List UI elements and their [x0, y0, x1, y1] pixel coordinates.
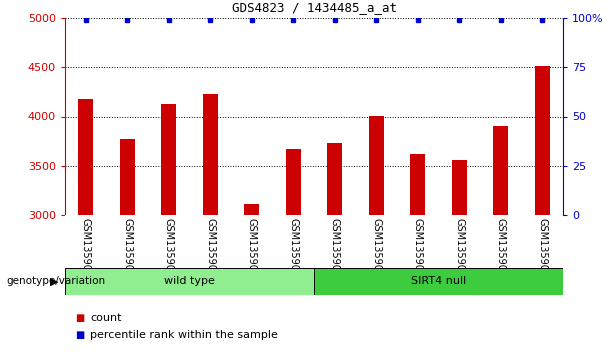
Text: GSM1359084: GSM1359084	[205, 218, 215, 283]
Text: percentile rank within the sample: percentile rank within the sample	[90, 330, 278, 340]
Text: GSM1359092: GSM1359092	[537, 218, 547, 283]
Bar	[327, 143, 342, 215]
Text: GSM1359089: GSM1359089	[413, 218, 423, 283]
Text: GSM1359088: GSM1359088	[371, 218, 381, 283]
Bar	[411, 154, 425, 215]
Text: GSM1359085: GSM1359085	[247, 218, 257, 283]
Text: ■: ■	[75, 330, 84, 340]
Text: GSM1359087: GSM1359087	[330, 218, 340, 283]
Bar	[161, 104, 176, 215]
Bar	[493, 126, 508, 215]
Bar	[452, 160, 466, 215]
Text: wild type: wild type	[164, 277, 215, 286]
Text: count: count	[90, 313, 122, 323]
Text: GSM1359083: GSM1359083	[164, 218, 173, 283]
Bar	[535, 66, 549, 215]
Text: genotype/variation: genotype/variation	[6, 277, 105, 286]
Bar	[286, 150, 300, 215]
Bar	[65, 268, 314, 295]
Bar	[78, 99, 93, 215]
Text: GSM1359091: GSM1359091	[496, 218, 506, 283]
Text: GSM1359086: GSM1359086	[288, 218, 299, 283]
Text: SIRT4 null: SIRT4 null	[411, 277, 466, 286]
Bar	[245, 204, 259, 215]
Text: GSM1359081: GSM1359081	[81, 218, 91, 283]
Text: GSM1359090: GSM1359090	[454, 218, 464, 283]
Bar	[203, 94, 218, 215]
Text: ▶: ▶	[50, 277, 59, 286]
Bar	[120, 139, 134, 215]
Text: GDS4823 / 1434485_a_at: GDS4823 / 1434485_a_at	[232, 1, 397, 14]
Text: ■: ■	[75, 313, 84, 323]
Bar	[314, 268, 563, 295]
Text: GSM1359082: GSM1359082	[122, 218, 132, 283]
Bar	[369, 116, 384, 215]
